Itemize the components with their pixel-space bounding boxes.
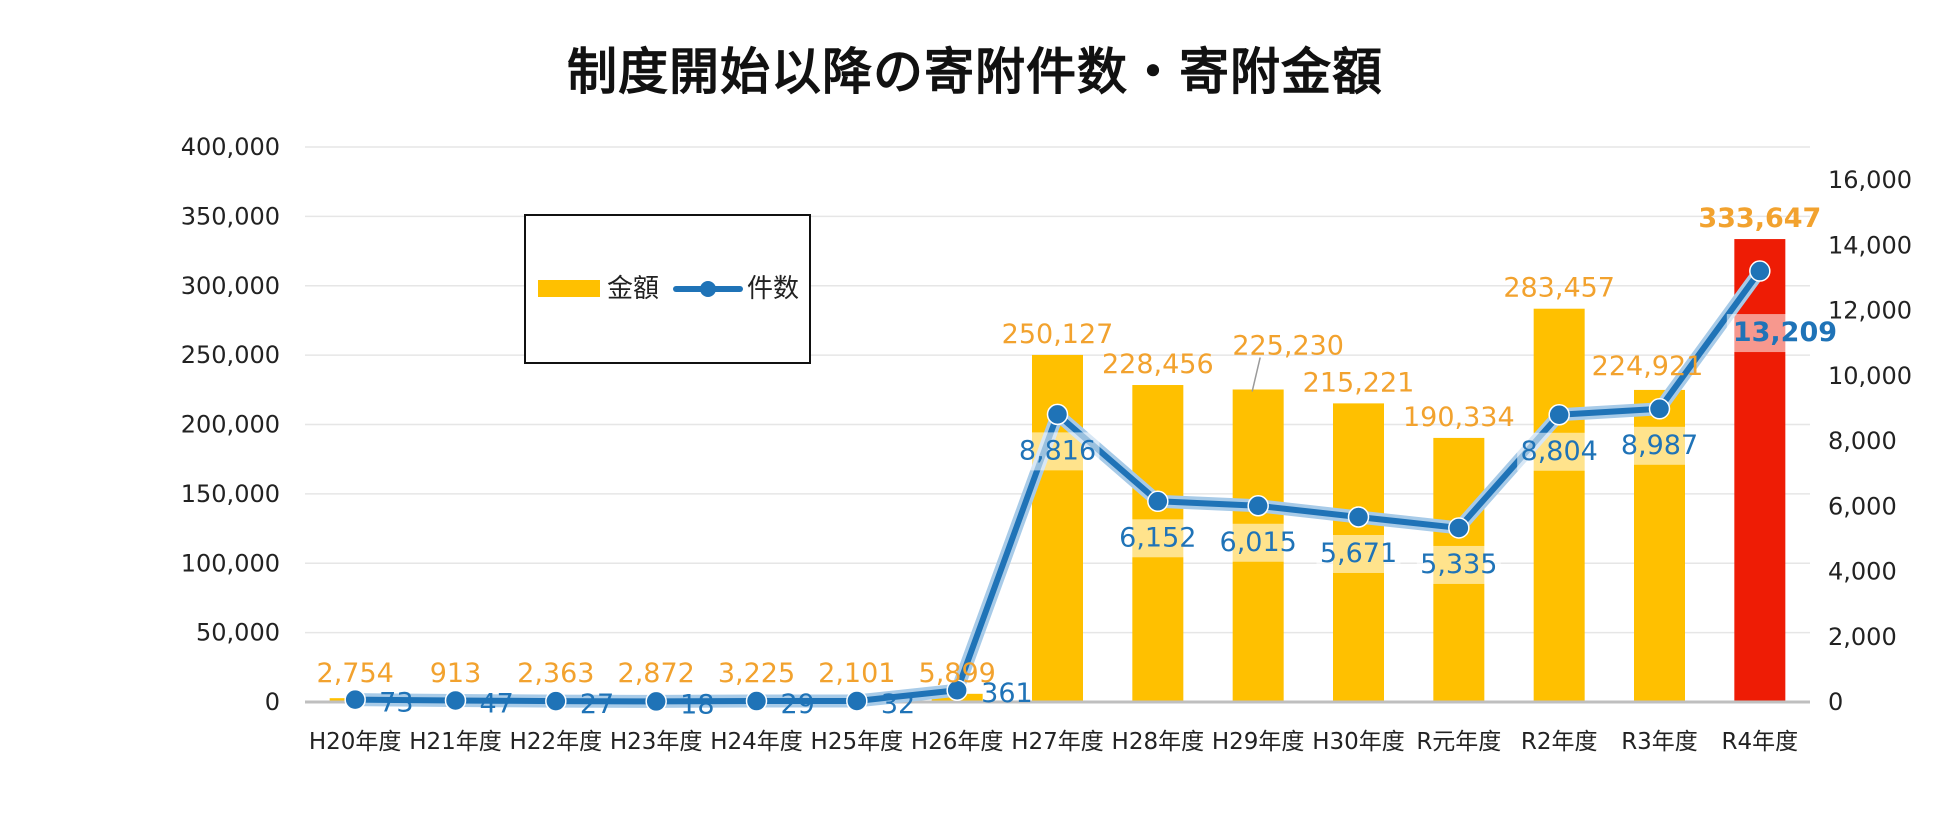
amount-label: 5,899 xyxy=(919,658,996,689)
y-right-tick: 4,000 xyxy=(1828,558,1897,586)
x-category-label: R元年度 xyxy=(1416,729,1501,755)
amount-label: 3,225 xyxy=(718,658,795,689)
x-category-label: H27年度 xyxy=(1011,729,1104,755)
bar xyxy=(1734,239,1786,702)
x-category-label: H30年度 xyxy=(1312,729,1405,755)
amount-label: 225,230 xyxy=(1232,330,1344,361)
legend-bar-swatch xyxy=(538,280,600,297)
y-left-tick: 350,000 xyxy=(181,202,280,230)
amount-label: 2,872 xyxy=(618,658,695,689)
count-point xyxy=(946,679,968,701)
bar xyxy=(1533,308,1585,702)
count-point xyxy=(1749,260,1771,282)
y-left-tick: 300,000 xyxy=(181,272,280,300)
legend: 金額 件数 xyxy=(524,214,811,364)
count-point xyxy=(1147,490,1169,513)
x-category-label: H29年度 xyxy=(1212,729,1305,755)
x-category-label: H22年度 xyxy=(510,729,603,755)
legend-line-label: 件数 xyxy=(747,274,799,304)
count-label: 6,015 xyxy=(1220,527,1297,558)
y-left-tick: 0 xyxy=(265,688,280,716)
count-label: 8,804 xyxy=(1521,436,1598,467)
x-category-label: R4年度 xyxy=(1722,729,1799,755)
count-label: 27 xyxy=(580,689,614,720)
label-backdrop xyxy=(1316,534,1401,573)
count-label: 13,209 xyxy=(1733,317,1837,348)
count-label: 18 xyxy=(680,689,714,720)
y-right-tick: 6,000 xyxy=(1828,492,1897,520)
count-label: 73 xyxy=(379,688,413,719)
amount-label: 190,334 xyxy=(1403,402,1515,433)
count-point xyxy=(645,690,667,713)
count-point xyxy=(545,690,567,712)
amount-label: 2,754 xyxy=(317,658,394,689)
amount-label: 215,221 xyxy=(1303,367,1415,398)
count-point xyxy=(1347,506,1370,528)
count-point xyxy=(1247,495,1269,517)
amount-label: 283,457 xyxy=(1503,273,1615,304)
data-labels: 2,754 913 2,363 2,872 3,225 2,101 5,899 250,127… xyxy=(317,203,1838,720)
x-category-label: H25年度 xyxy=(811,729,904,755)
y-right-tick: 2,000 xyxy=(1828,623,1897,651)
label-backdrop xyxy=(1517,432,1602,471)
axis-labels: 0 50,000 100,000 150,000 200,000 250,000 300,0… xyxy=(181,133,1912,755)
count-label: 29 xyxy=(781,689,815,720)
legend-line-marker xyxy=(700,281,716,297)
y-right-tick: 12,000 xyxy=(1828,297,1912,325)
x-category-label: H26年度 xyxy=(911,729,1004,755)
count-point xyxy=(846,690,868,712)
amount-label: 2,363 xyxy=(517,658,594,689)
x-category-label: H20年度 xyxy=(309,729,402,755)
y-left-tick: 100,000 xyxy=(181,549,280,577)
count-label: 5,335 xyxy=(1420,549,1497,580)
amount-label: 224,921 xyxy=(1592,351,1704,382)
count-label: 6,152 xyxy=(1119,522,1196,553)
y-left-tick: 250,000 xyxy=(181,341,280,369)
count-point xyxy=(1648,398,1671,420)
count-point xyxy=(1548,404,1570,426)
count-label: 47 xyxy=(480,688,514,719)
amount-label: 228,456 xyxy=(1102,349,1214,380)
amount-label: 2,101 xyxy=(818,658,895,689)
y-right-tick: 10,000 xyxy=(1828,362,1912,390)
count-point xyxy=(444,689,467,712)
label-backdrop xyxy=(1115,519,1200,558)
y-right-tick: 16,000 xyxy=(1828,166,1912,194)
y-right-tick: 8,000 xyxy=(1828,427,1897,455)
x-category-label: H23年度 xyxy=(610,729,703,755)
count-point xyxy=(344,688,366,711)
y-left-tick: 200,000 xyxy=(181,411,280,439)
count-label: 8,987 xyxy=(1621,430,1698,461)
label-backdrop xyxy=(1216,523,1301,562)
count-point xyxy=(1448,517,1470,539)
amount-label: 250,127 xyxy=(1002,319,1114,350)
label-backdrop xyxy=(1726,314,1827,353)
x-category-label: H28年度 xyxy=(1112,729,1205,755)
x-category-label: R3年度 xyxy=(1621,729,1698,755)
amount-label: 913 xyxy=(430,658,482,689)
count-label: 32 xyxy=(881,689,915,720)
y-right-tick: 14,000 xyxy=(1828,231,1912,259)
count-label: 8,816 xyxy=(1019,435,1096,466)
x-category-label: H21年度 xyxy=(409,729,502,755)
y-left-tick: 50,000 xyxy=(196,619,280,647)
label-leader-line xyxy=(1251,357,1261,392)
amount-label: 333,647 xyxy=(1698,203,1821,234)
count-point xyxy=(1046,403,1069,426)
label-backdrop xyxy=(1617,426,1702,465)
y-right-tick: 0 xyxy=(1828,688,1843,716)
x-category-label: R2年度 xyxy=(1521,729,1598,755)
y-left-tick: 150,000 xyxy=(181,480,280,508)
x-category-label: H24年度 xyxy=(710,729,803,755)
legend-bar-label: 金額 xyxy=(607,274,659,304)
count-label: 5,671 xyxy=(1320,538,1397,569)
count-point xyxy=(745,690,768,712)
chart-title: 制度開始以降の寄附件数・寄附金額 xyxy=(567,43,1383,101)
label-backdrop xyxy=(1015,432,1100,471)
y-left-tick: 400,000 xyxy=(181,133,280,161)
count-label: 361 xyxy=(981,678,1033,709)
label-backdrop xyxy=(1416,545,1501,584)
